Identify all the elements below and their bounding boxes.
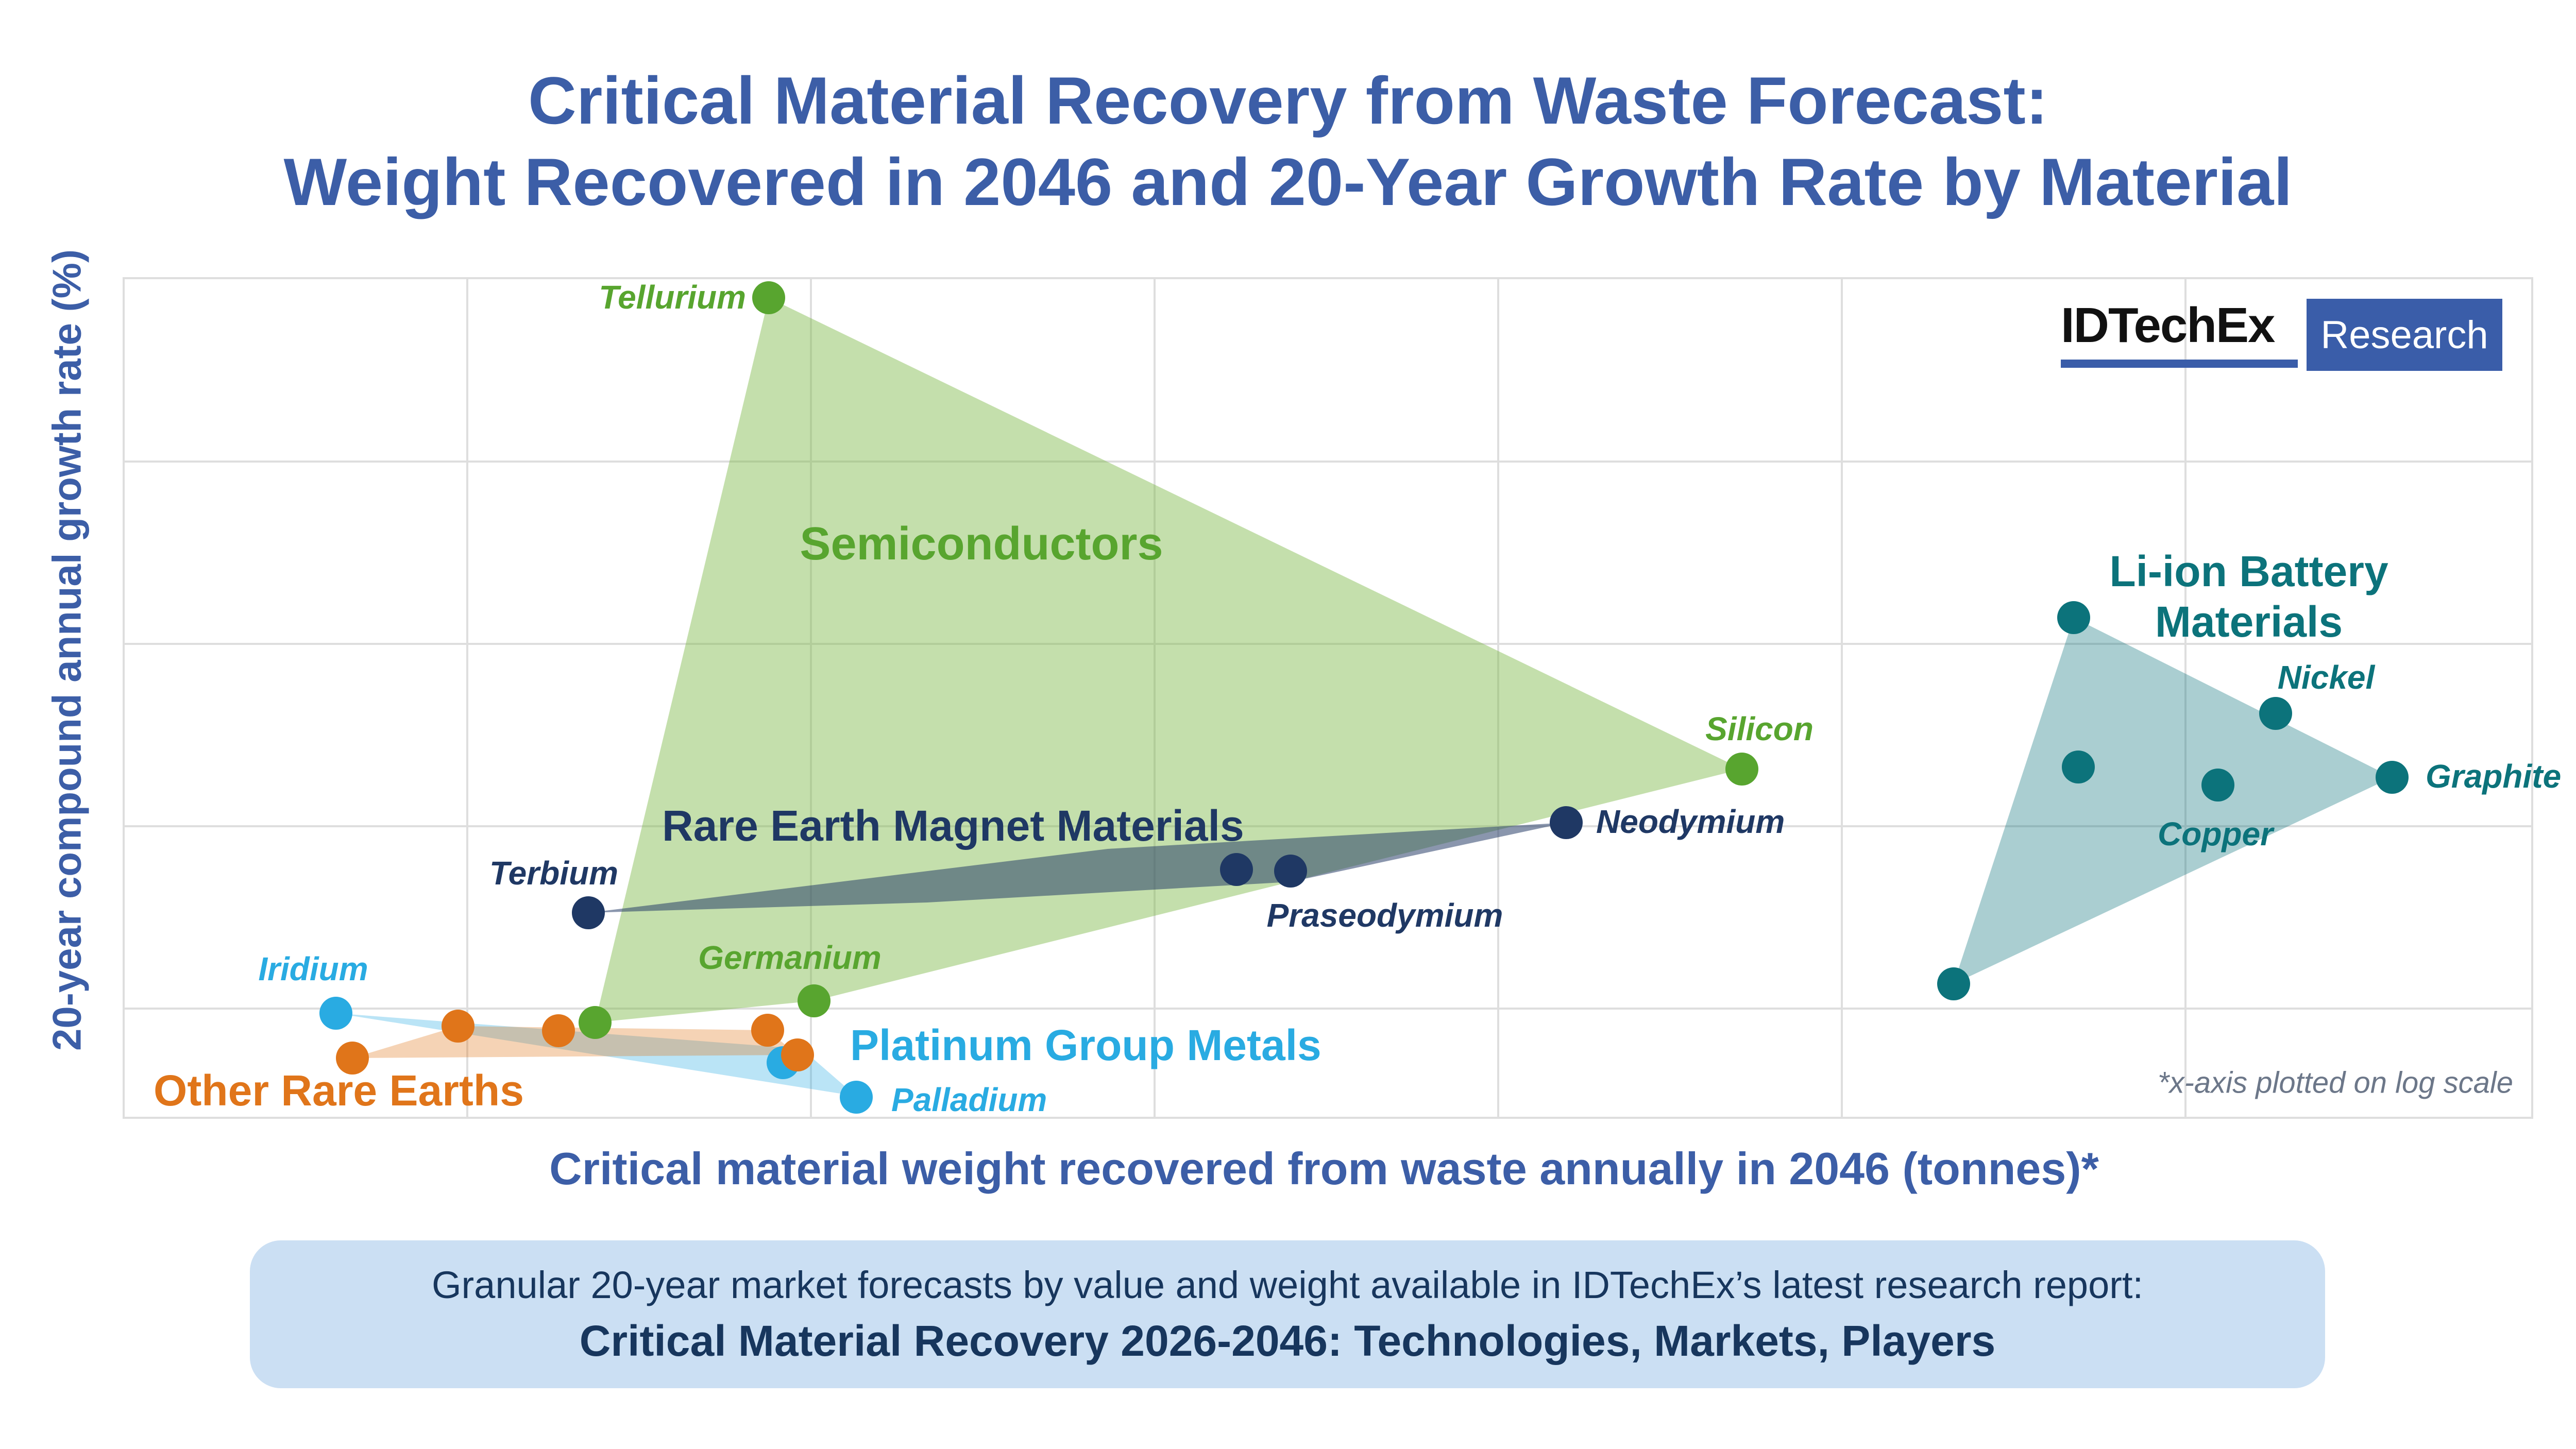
logo-research-text: Research [2320, 313, 2488, 357]
region-label-other-rare-earths: Other Rare Earths [154, 1066, 524, 1115]
point-semiconductors-unlabeled [579, 1006, 612, 1039]
point-other-rare-earths-unlabeled [336, 1042, 369, 1075]
x-axis-label: Critical material weight recovered from … [549, 1143, 2099, 1194]
y-axis-label: 20-year compound annual growth rate (%) [44, 249, 90, 1051]
point-iridium [319, 997, 352, 1030]
banner-report-title: Critical Material Recovery 2026-2046: Te… [579, 1316, 1996, 1365]
point-other-rare-earths-unlabeled [542, 1014, 575, 1047]
logo-brand-text: IDTechEx [2061, 298, 2275, 353]
plot-border [123, 277, 2533, 1119]
point-nickel [2259, 697, 2292, 730]
region-fill-rare-earth-magnet [588, 823, 1566, 913]
point-label-praseodymium: Praseodymium [1267, 897, 1503, 934]
point-label-copper: Copper [2158, 815, 2275, 853]
region-label-semiconductors: Semiconductors [800, 518, 1163, 570]
point-label-iridium: Iridium [258, 950, 368, 987]
region-label-platinum-group-metals: Platinum Group Metals [850, 1021, 1321, 1069]
chart-title-line1: Critical Material Recovery from Waste Fo… [528, 63, 2048, 138]
point-label-tellurium: Tellurium [599, 279, 746, 316]
point-label-palladium: Palladium [891, 1081, 1047, 1118]
region-label-li-ion-battery: Materials [2155, 598, 2343, 646]
point-li-ion-battery-unlabeled [2062, 751, 2095, 783]
point-germanium [798, 984, 831, 1017]
point-praseodymium [1274, 855, 1307, 888]
report-banner: Granular 20-year market forecasts by val… [250, 1240, 2325, 1388]
point-palladium [840, 1081, 873, 1114]
region-fill-li-ion-battery [1954, 618, 2392, 984]
point-rare-earth-magnet-unlabeled [1220, 853, 1253, 886]
region-label-rare-earth-magnet: Rare Earth Magnet Materials [662, 802, 1244, 850]
log-scale-footnote: *x-axis plotted on log scale [2158, 1066, 2513, 1099]
point-graphite [2376, 761, 2409, 794]
point-other-rare-earths-unlabeled [442, 1010, 474, 1043]
point-label-neodymium: Neodymium [1596, 803, 1785, 840]
point-li-ion-battery-unlabeled [1937, 967, 1970, 1000]
region-label-li-ion-battery: Li-ion Battery [2109, 547, 2388, 595]
chart-title-line2: Weight Recovered in 2046 and 20-Year Gro… [283, 144, 2293, 219]
point-neodymium [1550, 806, 1583, 839]
idtechex-logo: IDTechEx Research [2058, 299, 2506, 379]
region-fill-other-rare-earths [352, 1026, 798, 1058]
logo-underline-bar [2061, 360, 2298, 368]
logo-research-box: Research [2307, 299, 2502, 371]
point-label-terbium: Terbium [489, 855, 618, 892]
point-other-rare-earths-unlabeled [781, 1038, 814, 1071]
point-copper [2201, 769, 2234, 802]
point-terbium [572, 896, 605, 929]
point-silicon [1725, 753, 1758, 786]
point-label-graphite: Graphite [2426, 758, 2561, 795]
point-other-rare-earths-unlabeled [751, 1014, 784, 1047]
point-tellurium [752, 281, 785, 314]
point-label-nickel: Nickel [2278, 659, 2376, 696]
point-label-silicon: Silicon [1705, 710, 1814, 747]
point-li-ion-battery-unlabeled [2057, 601, 2090, 634]
banner-text-line1: Granular 20-year market forecasts by val… [431, 1263, 2143, 1306]
point-label-germanium: Germanium [698, 939, 882, 976]
region-fill-semiconductors [595, 298, 1742, 1022]
